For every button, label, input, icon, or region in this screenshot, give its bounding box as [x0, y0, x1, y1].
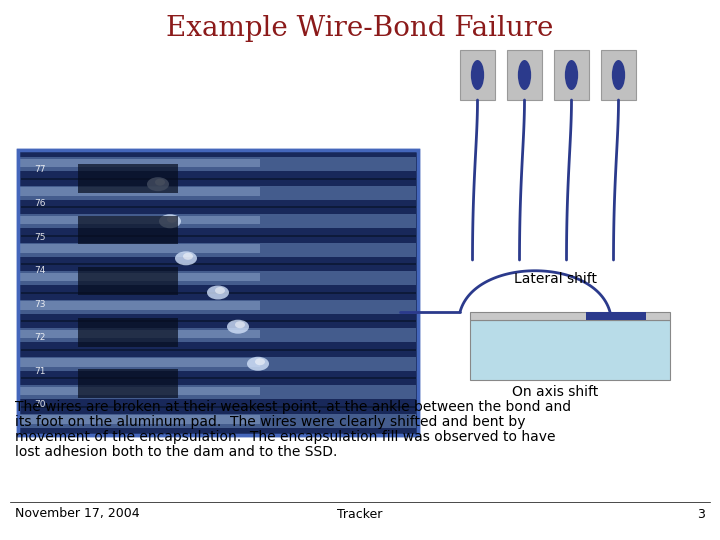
Text: November 17, 2004: November 17, 2004 — [15, 508, 140, 521]
Ellipse shape — [227, 320, 249, 334]
Bar — [20, 159, 260, 167]
Bar — [20, 358, 260, 367]
Bar — [20, 187, 260, 195]
Text: Example Wire-Bond Failure: Example Wire-Bond Failure — [166, 15, 554, 42]
Bar — [20, 301, 260, 309]
Bar — [601, 50, 636, 100]
Bar — [20, 157, 416, 171]
Text: 70: 70 — [35, 400, 46, 409]
Bar — [20, 271, 416, 285]
Text: 72: 72 — [35, 333, 45, 342]
Ellipse shape — [159, 214, 181, 228]
Ellipse shape — [147, 177, 169, 191]
Text: 77: 77 — [35, 165, 46, 174]
Ellipse shape — [167, 216, 177, 222]
Text: 73: 73 — [35, 300, 46, 309]
Bar — [20, 215, 260, 224]
Bar — [20, 186, 416, 200]
Ellipse shape — [518, 60, 531, 90]
Bar — [78, 318, 178, 347]
Text: Tracker: Tracker — [337, 508, 383, 521]
Bar — [20, 273, 260, 281]
Bar — [20, 294, 416, 320]
Bar — [20, 385, 416, 400]
Bar — [78, 215, 178, 244]
Text: movement of the encapsulation.  The encapsulation fill was observed to have: movement of the encapsulation. The encap… — [15, 430, 556, 444]
Bar — [554, 50, 589, 100]
Text: Lateral shift: Lateral shift — [513, 272, 596, 286]
Bar — [470, 320, 670, 380]
Bar — [20, 265, 416, 292]
Text: 74: 74 — [35, 266, 45, 275]
Bar — [20, 408, 416, 434]
Ellipse shape — [612, 60, 625, 90]
Ellipse shape — [247, 357, 269, 371]
Bar — [507, 50, 542, 100]
Text: lost adhesion both to the dam and to the SSD.: lost adhesion both to the dam and to the… — [15, 445, 338, 459]
Bar — [20, 244, 260, 253]
Text: 75: 75 — [35, 233, 46, 241]
Bar — [470, 312, 670, 320]
Bar — [20, 414, 416, 428]
Bar — [20, 328, 416, 342]
Ellipse shape — [183, 253, 193, 260]
Ellipse shape — [207, 286, 229, 300]
Text: The wires are broken at their weakest point, at the ankle between the bond and: The wires are broken at their weakest po… — [15, 400, 571, 414]
Bar — [20, 379, 416, 406]
Bar — [78, 369, 178, 398]
Bar — [20, 179, 416, 206]
Bar — [20, 356, 416, 371]
Text: its foot on the aluminum pad.  The wires were clearly shifted and bent by: its foot on the aluminum pad. The wires … — [15, 415, 526, 429]
Ellipse shape — [175, 251, 197, 265]
Bar — [20, 387, 260, 395]
Bar — [20, 208, 416, 234]
Bar — [20, 237, 416, 263]
Bar — [20, 415, 260, 423]
Bar — [20, 300, 416, 314]
Ellipse shape — [215, 287, 225, 294]
Ellipse shape — [471, 60, 484, 90]
Bar — [78, 267, 178, 295]
Ellipse shape — [565, 60, 578, 90]
Ellipse shape — [235, 321, 245, 328]
Bar — [586, 312, 646, 320]
Text: 76: 76 — [35, 199, 46, 208]
Bar — [18, 150, 418, 435]
Bar — [78, 164, 178, 193]
Bar — [18, 150, 418, 435]
Bar — [460, 50, 495, 100]
Ellipse shape — [255, 358, 265, 365]
Bar — [20, 350, 416, 377]
Bar — [20, 242, 416, 257]
Bar — [20, 151, 416, 178]
Text: 3: 3 — [697, 508, 705, 521]
Bar — [20, 322, 416, 348]
Text: 71: 71 — [35, 367, 46, 376]
Text: On axis shift: On axis shift — [512, 385, 598, 399]
Bar — [20, 214, 416, 228]
Bar — [20, 329, 260, 338]
Ellipse shape — [155, 179, 165, 186]
